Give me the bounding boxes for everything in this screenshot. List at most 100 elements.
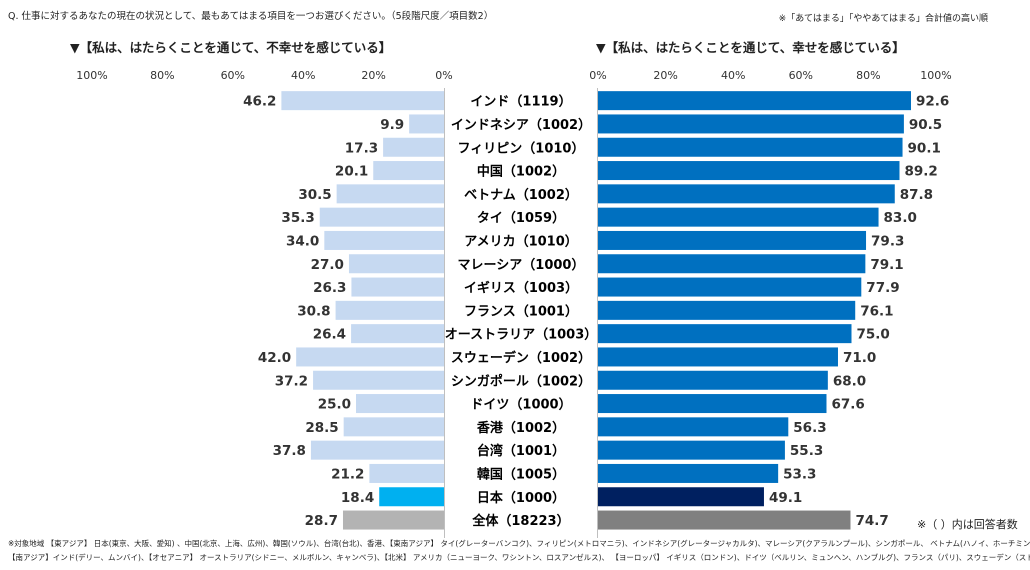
category-label: 香港（1002） xyxy=(476,420,565,436)
sort-note: ※「あてはまる」「ややあてはまる」合計値の高い順 xyxy=(778,14,988,24)
happy-value-label: 56.3 xyxy=(793,420,826,436)
category-label: アメリカ（1010） xyxy=(464,233,578,249)
category-label: ドイツ（1000） xyxy=(470,397,571,413)
unhappy-value-label: 25.0 xyxy=(318,397,351,413)
unhappy-bar xyxy=(343,417,444,437)
happy-bar xyxy=(598,114,904,134)
happy-value-label: 89.2 xyxy=(904,164,937,180)
left-axis-tick: 0% xyxy=(435,69,452,82)
happy-value-label: 71.0 xyxy=(843,350,876,366)
footnote-regions-line2: 【南アジア】インド(デリー、ムンバイ)、【オセアニア】 オーストラリア(シドニー… xyxy=(8,553,1030,562)
happy-bar xyxy=(598,184,895,204)
unhappy-value-label: 46.2 xyxy=(243,94,276,110)
right-axis-tick: 60% xyxy=(789,69,813,82)
right-axis-tick: 20% xyxy=(653,69,677,82)
unhappy-bar xyxy=(296,347,444,367)
happy-bar xyxy=(598,254,866,274)
footnote-regions-line1: ※対象地域 【東アジア】 日本(東京、大阪、愛知) 、中国(北京、上海、広州)、… xyxy=(8,539,1030,548)
happy-value-label: 75.0 xyxy=(857,327,890,343)
happy-bar xyxy=(598,370,828,390)
unhappy-bar xyxy=(348,254,444,274)
unhappy-bar xyxy=(369,463,444,483)
category-label: シンガポール（1002） xyxy=(451,373,591,389)
category-label: オーストラリア（1003） xyxy=(445,327,598,343)
happy-value-label: 90.1 xyxy=(908,140,941,156)
happy-value-label: 55.3 xyxy=(790,443,823,459)
unhappy-value-label: 20.1 xyxy=(335,164,368,180)
category-label: 韓国（1005） xyxy=(477,466,565,482)
category-label: 日本（1000） xyxy=(477,490,565,506)
unhappy-value-label: 37.8 xyxy=(273,443,306,459)
unhappy-bar xyxy=(342,510,444,530)
happy-value-label: 76.1 xyxy=(860,303,893,319)
happy-bar xyxy=(598,487,764,507)
happy-value-label: 90.5 xyxy=(909,117,942,133)
category-label: 中国（1002） xyxy=(477,164,565,180)
happy-value-label: 68.0 xyxy=(833,373,866,389)
happy-bar xyxy=(598,277,862,297)
unhappy-value-label: 30.8 xyxy=(297,303,330,319)
unhappy-value-label: 18.4 xyxy=(341,490,374,506)
unhappy-bar xyxy=(313,370,444,390)
unhappy-bar xyxy=(319,207,444,227)
happy-value-label: 87.8 xyxy=(900,187,933,203)
happy-value-label: 79.1 xyxy=(870,257,903,273)
category-label: マレーシア（1000） xyxy=(458,257,585,273)
category-label: タイ（1059） xyxy=(477,210,565,226)
unhappy-value-label: 9.9 xyxy=(380,117,404,133)
category-label: イギリス（1003） xyxy=(464,280,578,296)
unhappy-bar xyxy=(336,184,444,204)
happy-bar xyxy=(598,417,789,437)
unhappy-value-label: 26.3 xyxy=(313,280,346,296)
unhappy-bar xyxy=(356,394,444,414)
happy-bar xyxy=(598,161,900,181)
happy-bar xyxy=(598,510,851,530)
unhappy-value-label: 27.0 xyxy=(311,257,344,273)
unhappy-value-label: 35.3 xyxy=(281,210,314,226)
unhappy-value-label: 42.0 xyxy=(258,350,291,366)
category-label: 台湾（1001） xyxy=(477,443,565,459)
unhappy-bar xyxy=(351,324,444,344)
category-label: ベトナム（1002） xyxy=(464,187,578,203)
unhappy-value-label: 34.0 xyxy=(286,233,319,249)
right-axis-tick: 0% xyxy=(589,69,606,82)
happy-bar xyxy=(598,91,911,111)
left-axis-tick: 80% xyxy=(150,69,174,82)
happy-bar xyxy=(598,394,827,414)
unhappy-value-label: 21.2 xyxy=(331,466,364,482)
right-axis-tick: 40% xyxy=(721,69,745,82)
happy-value-label: 92.6 xyxy=(916,94,949,110)
happy-value-label: 67.6 xyxy=(831,397,864,413)
happy-value-label: 77.9 xyxy=(866,280,899,296)
happy-bar xyxy=(598,300,856,320)
happy-bar xyxy=(598,463,779,483)
unhappy-bar xyxy=(351,277,444,297)
happy-bar xyxy=(598,347,838,367)
unhappy-value-label: 30.5 xyxy=(298,187,331,203)
unhappy-bar xyxy=(373,161,444,181)
happy-value-label: 49.1 xyxy=(769,490,802,506)
happy-value-label: 83.0 xyxy=(884,210,917,226)
left-axis-tick: 100% xyxy=(76,69,107,82)
category-label: スウェーデン（1002） xyxy=(451,350,591,366)
unhappy-value-label: 28.7 xyxy=(305,513,338,529)
category-label: インドネシア（1002） xyxy=(451,117,591,133)
unhappy-value-label: 28.5 xyxy=(305,420,338,436)
category-label: フランス（1001） xyxy=(464,303,578,319)
unhappy-value-label: 37.2 xyxy=(275,373,308,389)
unhappy-bar xyxy=(383,137,444,157)
category-label: 全体（18223） xyxy=(471,513,569,529)
left-axis-tick: 20% xyxy=(361,69,385,82)
happy-bar xyxy=(598,440,785,460)
happy-panel-title: ▼【私は、はたらくことを通じて、幸せを感じている】 xyxy=(596,40,905,55)
happy-bar xyxy=(598,230,867,250)
unhappy-bar xyxy=(409,114,444,134)
happy-value-label: 53.3 xyxy=(783,466,816,482)
unhappy-value-label: 26.4 xyxy=(313,327,346,343)
right-axis-tick: 80% xyxy=(856,69,880,82)
right-axis-tick: 100% xyxy=(920,69,951,82)
left-axis-tick: 40% xyxy=(291,69,315,82)
happy-bar xyxy=(598,137,903,157)
unhappy-panel-title: ▼【私は、はたらくことを通じて、不幸せを感じている】 xyxy=(70,40,392,55)
